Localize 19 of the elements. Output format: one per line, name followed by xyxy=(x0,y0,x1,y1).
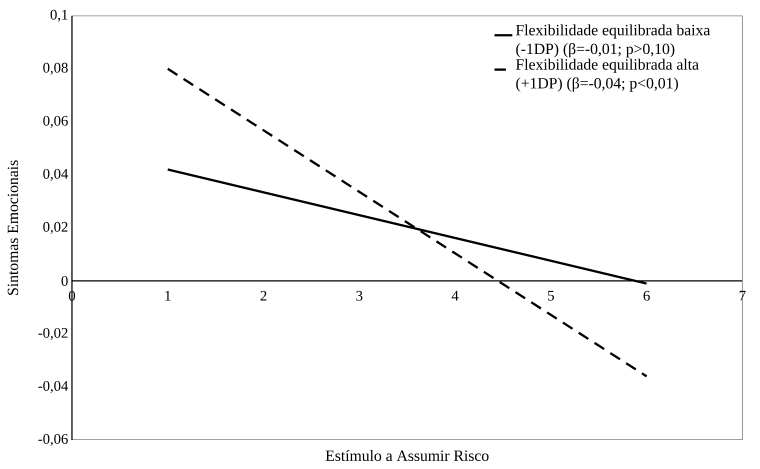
x-tick-label: 1 xyxy=(165,291,171,301)
x-axis-title: Estímulo a Assumir Risco xyxy=(326,450,489,462)
legend-label: Flexibilidade equilibrada alta (+1DP) (β=-0,04; p<0,01) xyxy=(516,58,699,92)
y-tick-label: -0,02 xyxy=(38,328,68,340)
x-tick-label: 3 xyxy=(356,291,362,301)
x-tick-label: 2 xyxy=(260,291,266,301)
y-tick-label: 0,06 xyxy=(43,116,68,128)
y-tick-label: -0,06 xyxy=(38,434,68,446)
y-axis-title: Sintomas Emocionais xyxy=(8,160,18,296)
x-tick-label: 4 xyxy=(452,291,459,301)
x-tick-label: 6 xyxy=(644,291,650,301)
legend-label: Flexibilidade equilibrada baixa (-1DP) (β=-0,01; p>0,10) xyxy=(516,24,710,58)
y-tick-label: 0,08 xyxy=(43,62,68,75)
y-tick-label: 0,04 xyxy=(43,169,68,181)
y-tick-label: 0 xyxy=(62,276,68,286)
x-tick-label: 5 xyxy=(548,291,554,301)
y-tick-label: 0,1 xyxy=(50,10,68,22)
y-tick-label: 0,02 xyxy=(43,222,68,234)
y-tick-label: -0,04 xyxy=(38,381,68,394)
